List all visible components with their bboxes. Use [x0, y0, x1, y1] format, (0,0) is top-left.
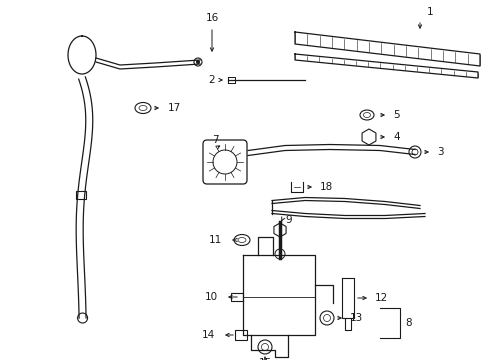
Bar: [230, 293, 243, 301]
Text: 18: 18: [319, 182, 332, 192]
Text: 14: 14: [202, 330, 215, 340]
Text: 2: 2: [208, 75, 215, 85]
Text: 9: 9: [285, 215, 291, 225]
Text: 11: 11: [208, 235, 222, 245]
Text: 16: 16: [205, 13, 218, 23]
Text: 15: 15: [258, 358, 271, 360]
Ellipse shape: [139, 105, 147, 111]
Text: 8: 8: [404, 318, 411, 328]
Circle shape: [196, 60, 200, 64]
Ellipse shape: [363, 112, 370, 117]
Bar: [235, 330, 246, 340]
Circle shape: [78, 313, 87, 323]
Text: 17: 17: [168, 103, 181, 113]
Text: 1: 1: [426, 7, 432, 17]
Text: 7: 7: [211, 135, 218, 145]
Bar: [76, 191, 86, 199]
Text: 12: 12: [374, 293, 387, 303]
Text: 4: 4: [392, 132, 399, 142]
Ellipse shape: [238, 238, 245, 243]
Circle shape: [261, 343, 268, 351]
Text: 10: 10: [204, 292, 218, 302]
Text: 13: 13: [349, 313, 363, 323]
Text: 3: 3: [436, 147, 443, 157]
Text: 5: 5: [392, 110, 399, 120]
